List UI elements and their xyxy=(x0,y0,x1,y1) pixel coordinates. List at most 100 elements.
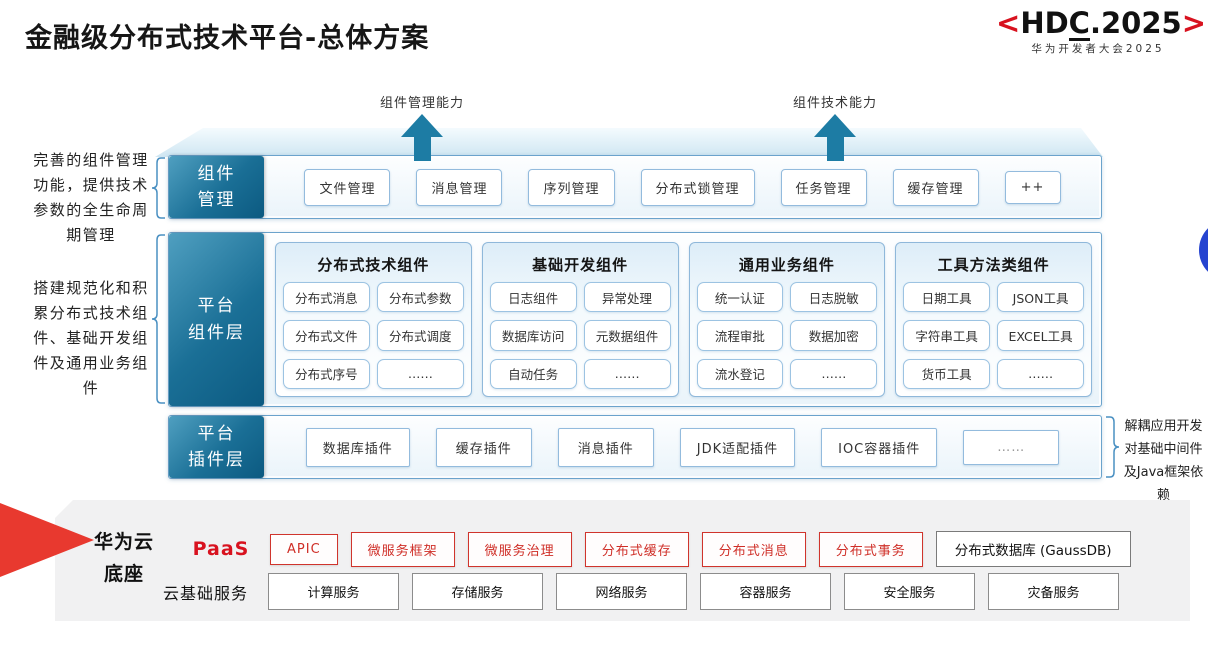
component-mgmt-pill: 消息管理 xyxy=(416,168,503,206)
hdc-logo-text: <HDC.2025> xyxy=(996,6,1206,41)
component-mgmt-pill: 分布式锁管理 xyxy=(640,168,755,206)
component-pill: 分布式序号 xyxy=(283,358,370,389)
plugin-pill: …… xyxy=(963,429,1060,465)
component-pill: 字符串工具 xyxy=(903,320,991,351)
group-title: 基础开发组件 xyxy=(532,256,629,274)
component-pill: 日志组件 xyxy=(489,282,577,313)
row-component-mgmt: 组件 管理 文件管理 消息管理 序列管理 分布式锁管理 任务管理 缓存管理 ++ xyxy=(168,155,1102,219)
hdc-logo-subtitle: 华为开发者大会2025 xyxy=(1031,42,1165,55)
up-arrow-stem xyxy=(413,137,431,161)
paas-service-box: 分布式事务 xyxy=(818,531,923,567)
paas-service-box: 分布式缓存 xyxy=(584,531,689,567)
logo-left-bracket: < xyxy=(996,6,1021,40)
logo-year: .2025 xyxy=(1089,6,1182,40)
component-pill: 统一认证 xyxy=(696,282,784,313)
component-pill: 分布式消息 xyxy=(283,282,370,313)
decorative-circle xyxy=(1199,219,1208,281)
cloud-services-label: 云基础服务 xyxy=(163,583,249,603)
group-tool-methods: 工具方法类组件 日期工具 JSON工具 字符串工具 EXCEL工具 货币工具…… xyxy=(895,242,1092,397)
paas-items: APIC 微服务框架 微服务治理 分布式缓存 分布式消息 分布式事务 xyxy=(270,531,923,567)
paas-label: PaaS xyxy=(192,538,250,560)
group-grid: 统一认证 日志脱敏 流程审批 数据加密 流水登记…… xyxy=(696,282,878,389)
group-common-business: 通用业务组件 统一认证 日志脱敏 流程审批 数据加密 流水登记…… xyxy=(688,242,886,397)
cloud-service-box: 网络服务 xyxy=(556,573,687,610)
row-component-mgmt-label: 组件 管理 xyxy=(169,156,264,218)
component-mgmt-pill: 缓存管理 xyxy=(892,168,979,206)
component-pill: 数据库访问 xyxy=(489,320,577,351)
capability-arrow-tech-label: 组件技术能力 xyxy=(792,96,877,111)
logo-right-bracket: > xyxy=(1181,6,1206,40)
component-pill: 元数据组件 xyxy=(583,320,671,351)
component-mgmt-pill: 序列管理 xyxy=(528,168,615,206)
label-line: 组件层 xyxy=(188,322,245,343)
component-pill: …… xyxy=(583,358,671,389)
note-platform-components: 搭建规范化和积累分布式技术组件、基础开发组件及通用业务组件 xyxy=(33,279,149,397)
plugin-pill: IOC容器插件 xyxy=(821,427,938,467)
component-groups: 分布式技术组件 分布式消息 分布式参数 分布式文件 分布式调度 分布式序号…… 基础开发… xyxy=(264,233,1101,406)
component-pill: 分布式参数 xyxy=(376,282,464,313)
component-pill: 流水登记 xyxy=(696,358,784,389)
component-pill: 异常处理 xyxy=(583,282,671,313)
capability-arrow-mgmt: 组件管理能力 xyxy=(357,92,487,161)
up-arrow-icon xyxy=(401,114,443,137)
row-platform-components-label: 平台 组件层 xyxy=(169,233,264,406)
component-mgmt-pill: 文件管理 xyxy=(304,168,391,206)
component-pill: 分布式调度 xyxy=(376,320,464,351)
cloud-service-box: 存储服务 xyxy=(412,573,543,610)
group-title: 通用业务组件 xyxy=(738,256,835,274)
group-distributed-tech: 分布式技术组件 分布式消息 分布式参数 分布式文件 分布式调度 分布式序号…… xyxy=(275,242,472,397)
component-pill: 数据加密 xyxy=(790,320,878,351)
component-pill: 日志脱敏 xyxy=(790,282,878,313)
note-component-mgmt: 完善的组件管理功能，提供技术参数的全生命周期管理 xyxy=(33,151,149,244)
label-line: 平台 xyxy=(197,423,236,444)
paas-service-box: 微服务治理 xyxy=(467,531,572,567)
component-mgmt-pill: 任务管理 xyxy=(780,168,867,206)
label-line: 底座 xyxy=(103,563,144,585)
component-pill: EXCEL工具 xyxy=(997,320,1084,351)
paas-service-box: 微服务框架 xyxy=(350,531,455,567)
cloud-service-box: 容器服务 xyxy=(700,573,831,610)
cloud-service-box: 灾备服务 xyxy=(988,573,1119,610)
group-grid: 日期工具 JSON工具 字符串工具 EXCEL工具 货币工具…… xyxy=(903,282,1084,389)
component-pill: 货币工具 xyxy=(903,358,991,389)
component-mgmt-items: 文件管理 消息管理 序列管理 分布式锁管理 任务管理 缓存管理 ++ xyxy=(264,156,1101,218)
up-arrow-icon xyxy=(814,114,856,137)
paas-service-box: 分布式消息 xyxy=(701,531,806,567)
paas-service-box: APIC xyxy=(270,533,338,565)
paas-row: PaaS APIC 微服务框架 微服务治理 分布式缓存 分布式消息 分布式事务 分布式数据… xyxy=(185,531,1131,567)
platform-top-face xyxy=(155,128,1103,157)
page-title: 金融级分布式技术平台-总体方案 xyxy=(25,23,430,54)
cloud-service-box: 安全服务 xyxy=(844,573,975,610)
component-pill: 自动任务 xyxy=(489,358,577,389)
cloud-services-row: 云基础服务 计算服务 存储服务 网络服务 容器服务 安全服务 灾备服务 xyxy=(163,573,1119,610)
group-grid: 分布式消息 分布式参数 分布式文件 分布式调度 分布式序号…… xyxy=(283,282,464,389)
group-title: 分布式技术组件 xyxy=(317,256,430,274)
component-pill: …… xyxy=(376,358,464,389)
cloud-service-items: 计算服务 存储服务 网络服务 容器服务 安全服务 灾备服务 xyxy=(268,573,1119,610)
component-pill: …… xyxy=(997,358,1084,389)
plugin-items: 数据库插件 缓存插件 消息插件 JDK适配插件 IOC容器插件 …… xyxy=(264,416,1101,478)
label-line: 插件层 xyxy=(188,450,245,470)
logo-hd: HD xyxy=(1020,6,1069,40)
huawei-cloud-foundation: 华为云 底座 PaaS APIC 微服务框架 微服务治理 分布式缓存 分布式消息 分布式事… xyxy=(55,500,1190,621)
group-basic-dev: 基础开发组件 日志组件 异常处理 数据库访问 元数据组件 自动任务…… xyxy=(481,242,679,397)
label-line: 管理 xyxy=(197,190,236,210)
component-mgmt-pill: ++ xyxy=(1004,170,1061,204)
component-pill: 流程审批 xyxy=(696,320,784,351)
capability-arrow-tech: 组件技术能力 xyxy=(770,92,900,161)
group-grid: 日志组件 异常处理 数据库访问 元数据组件 自动任务…… xyxy=(489,282,671,389)
plugin-pill: 缓存插件 xyxy=(435,427,532,467)
cloud-service-box: 计算服务 xyxy=(268,573,399,610)
logo-c-underlined: C xyxy=(1068,6,1090,41)
plugin-pill: JDK适配插件 xyxy=(679,427,796,467)
plugin-pill: 消息插件 xyxy=(557,427,654,467)
left-brace-row1 xyxy=(151,157,165,219)
group-title: 工具方法类组件 xyxy=(937,256,1050,274)
hdc-logo: <HDC.2025> 华为开发者大会2025 xyxy=(996,6,1206,55)
up-arrow-stem xyxy=(826,137,844,161)
left-brace-row2 xyxy=(151,234,165,404)
component-pill: JSON工具 xyxy=(997,282,1084,313)
gaussdb-box: 分布式数据库 (GaussDB) xyxy=(935,531,1131,567)
plugin-pill: 数据库插件 xyxy=(305,427,410,467)
